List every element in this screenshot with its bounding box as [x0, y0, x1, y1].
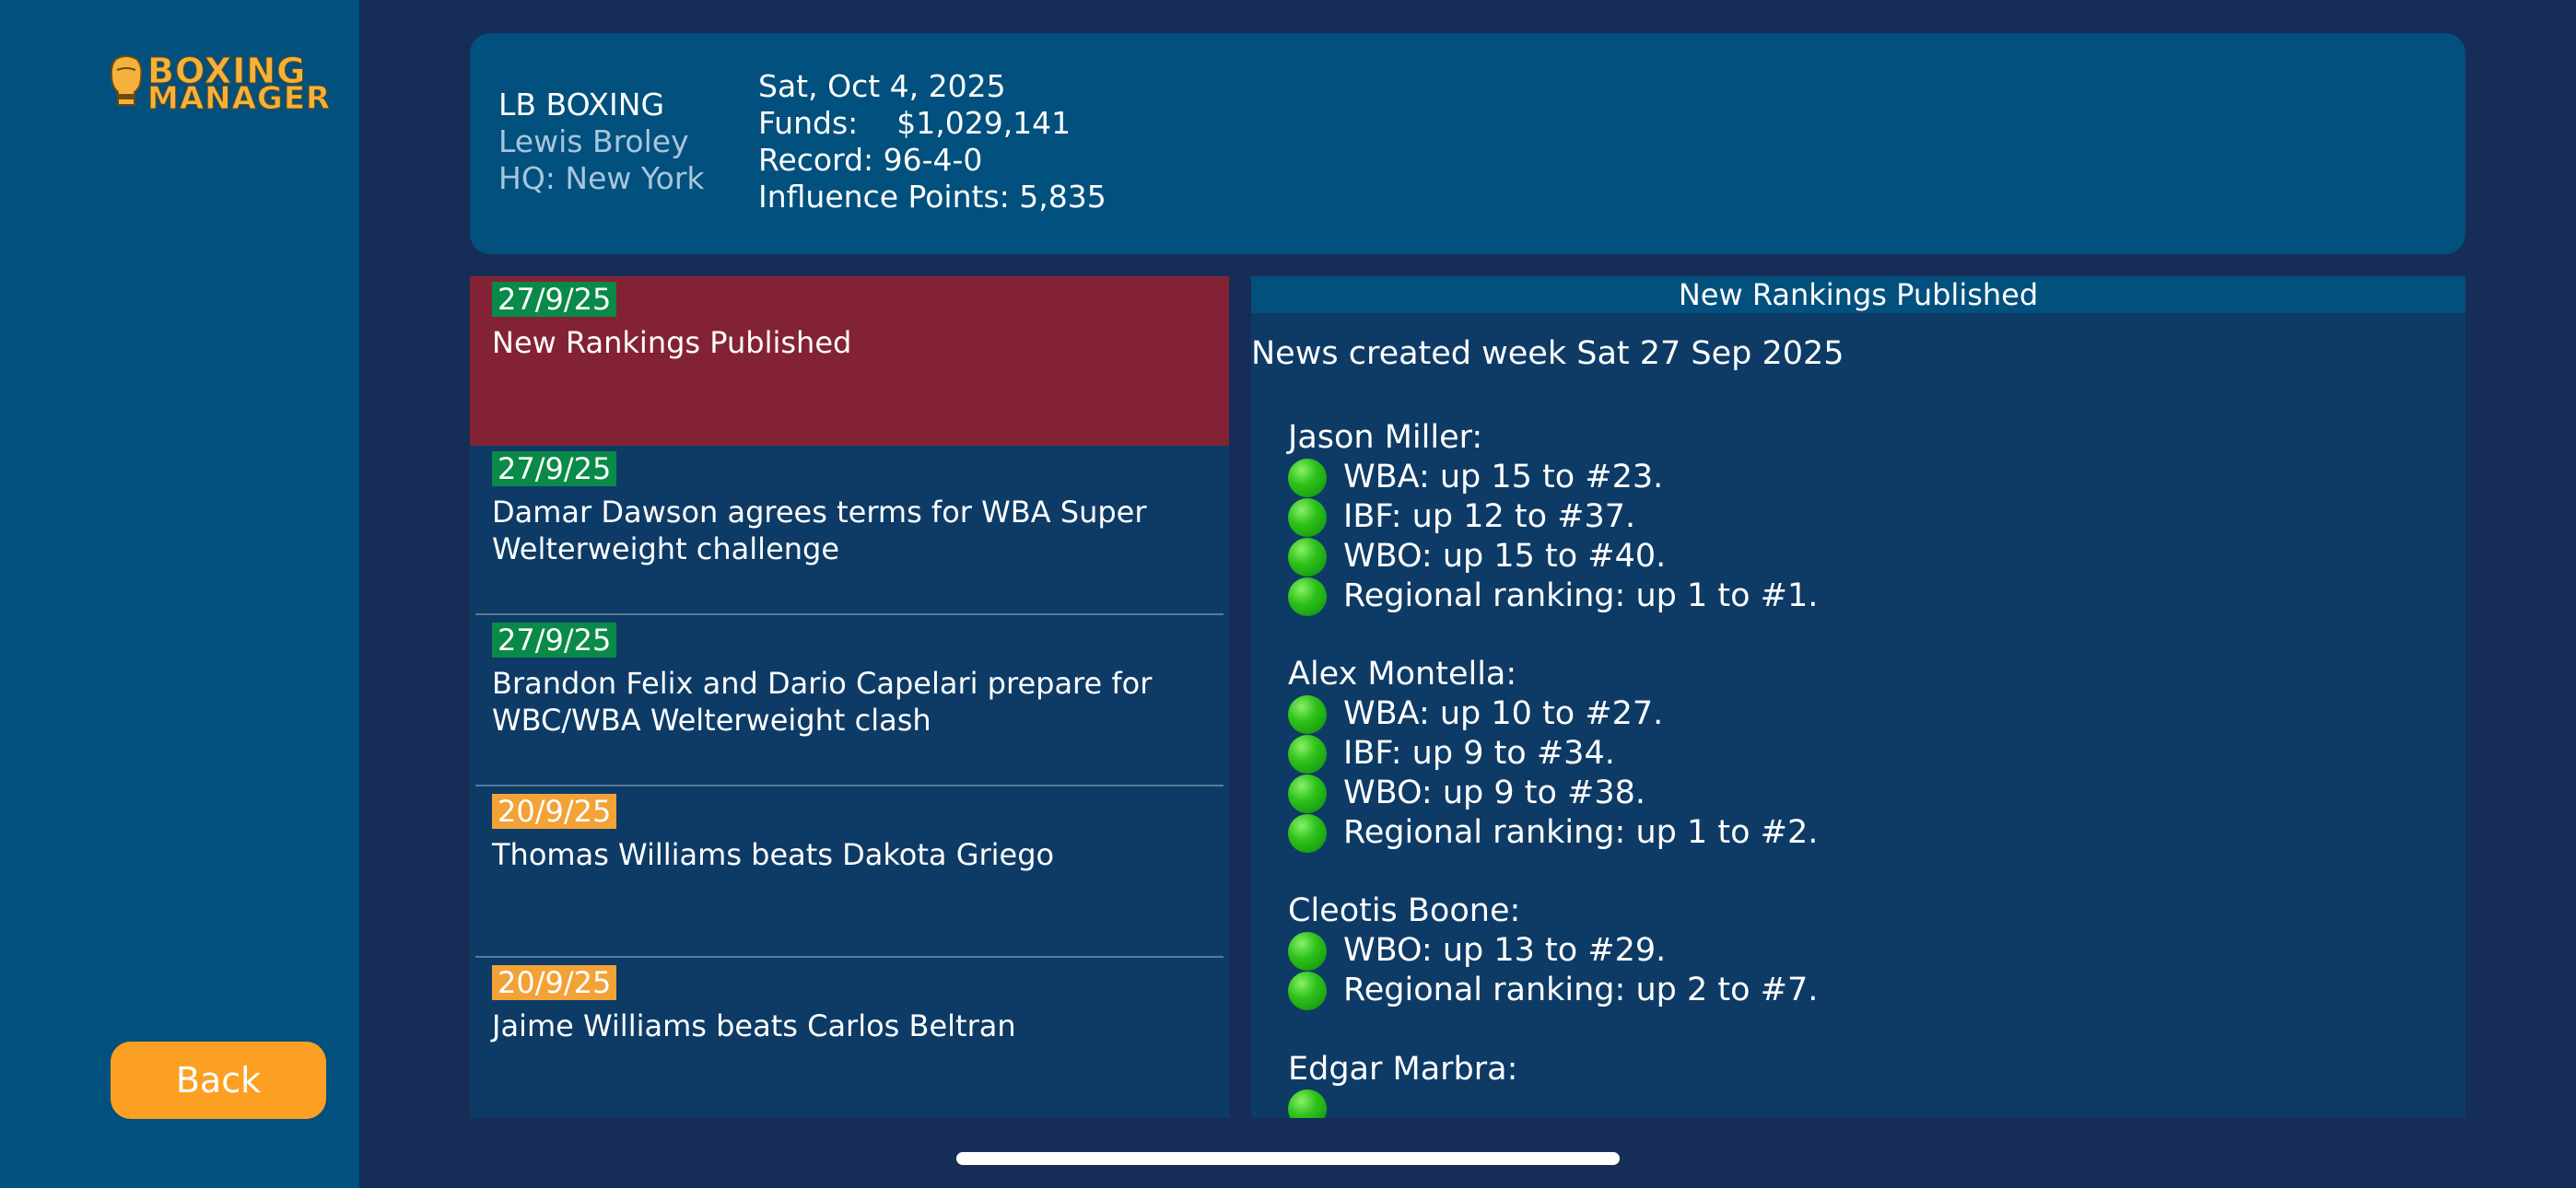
news-item[interactable]: 20/9/25 Thomas Williams beats Dakota Gri…	[470, 788, 1229, 958]
ranking-change: WBO: up 9 to #38.	[1288, 774, 2394, 813]
news-headline: Brandon Felix and Dario Capelari prepare…	[492, 666, 1153, 738]
news-date-badge: 27/9/25	[492, 451, 617, 486]
divider	[475, 956, 1224, 958]
ranking-change: WBO: up 13 to #29.	[1288, 931, 2394, 971]
fighter-name: Edgar Marbra:	[1288, 1051, 1518, 1088]
logo-text-boxing: BOXING	[146, 51, 307, 91]
ranking-change: WBA: up 10 to #27.	[1288, 694, 2394, 734]
company-header: LB BOXING Lewis Broley HQ: New York Sat,…	[470, 33, 2465, 254]
green-circle-icon	[1288, 577, 1327, 616]
fighter-ranking-block: Cleotis Boone: WBO: up 13 to #29. Region…	[1288, 891, 2394, 1010]
ranking-change: Regional ranking: up 1 to #1.	[1288, 577, 2394, 616]
home-indicator[interactable]	[956, 1152, 1620, 1165]
news-date-badge: 27/9/25	[492, 282, 617, 317]
fighter-name: Jason Miller:	[1288, 419, 1483, 456]
detail-created-date: News created week Sat 27 Sep 2025	[1251, 335, 1844, 372]
news-date-badge: 20/9/25	[492, 965, 617, 1000]
news-detail-panel[interactable]: New Rankings Published News created week…	[1251, 276, 2465, 1118]
news-date-badge: 20/9/25	[492, 794, 617, 829]
detail-title: New Rankings Published	[1251, 276, 2465, 313]
ranking-change: WBA: up 15 to #23.	[1288, 458, 2394, 497]
news-date-badge: 27/9/25	[492, 623, 617, 658]
fighter-name: Cleotis Boone:	[1288, 892, 1521, 929]
fighter-ranking-block: Alex Montella: WBA: up 10 to #27. IBF: u…	[1288, 655, 2394, 853]
ranking-change: WBO: up 15 to #40.	[1288, 537, 2394, 577]
news-item[interactable]: 27/9/25 Damar Dawson agrees terms for WB…	[470, 446, 1229, 615]
green-circle-icon	[1288, 694, 1327, 734]
current-date: Sat, Oct 4, 2025	[758, 68, 1006, 104]
company-name: LB BOXING	[498, 87, 665, 122]
green-circle-icon	[1288, 1089, 1327, 1118]
green-circle-icon	[1288, 931, 1327, 971]
owner-name: Lewis Broley	[498, 123, 689, 159]
green-circle-icon	[1288, 813, 1327, 853]
green-circle-icon	[1288, 971, 1327, 1010]
news-headline: Damar Dawson agrees terms for WBA Super …	[492, 495, 1147, 566]
ranking-change: Regional ranking: up 2 to #7.	[1288, 971, 2394, 1010]
news-item[interactable]: 27/9/25 New Rankings Published	[470, 276, 1229, 446]
hq-location: HQ: New York	[498, 160, 705, 196]
funds: Funds: $1,029,141	[758, 105, 1071, 141]
ranking-change	[1288, 1089, 2394, 1118]
divider	[475, 785, 1224, 786]
green-circle-icon	[1288, 537, 1327, 577]
ranking-change: IBF: up 12 to #37.	[1288, 497, 2394, 537]
green-circle-icon	[1288, 774, 1327, 813]
green-circle-icon	[1288, 497, 1327, 537]
ranking-change: IBF: up 9 to #34.	[1288, 734, 2394, 774]
news-item[interactable]: 27/9/25 Brandon Felix and Dario Capelari…	[470, 617, 1229, 786]
fighter-ranking-block: Edgar Marbra:	[1288, 1050, 2394, 1118]
sidebar: BOXING MANAGER Back	[0, 0, 359, 1188]
fighter-ranking-block: Jason Miller: WBA: up 15 to #23. IBF: up…	[1288, 418, 2394, 616]
news-item[interactable]: 20/9/25 Jaime Williams beats Carlos Belt…	[470, 960, 1229, 1118]
news-headline: Jaime Williams beats Carlos Beltran	[492, 1008, 1016, 1043]
news-list: 27/9/25 New Rankings Published 27/9/25 D…	[470, 276, 1229, 1118]
ranking-change: Regional ranking: up 1 to #2.	[1288, 813, 2394, 853]
fighter-name: Alex Montella:	[1288, 656, 1517, 693]
back-button[interactable]: Back	[111, 1042, 326, 1119]
influence-points: Influence Points: 5,835	[758, 179, 1107, 215]
green-circle-icon	[1288, 458, 1327, 497]
boxing-glove-icon	[110, 55, 143, 106]
green-circle-icon	[1288, 734, 1327, 774]
divider	[475, 613, 1224, 615]
record: Record: 96-4-0	[758, 142, 983, 178]
news-headline: Thomas Williams beats Dakota Griego	[492, 837, 1055, 872]
boxing-manager-logo: BOXING MANAGER	[109, 51, 332, 117]
logo-text-manager: MANAGER	[146, 80, 332, 117]
news-headline: New Rankings Published	[492, 325, 852, 360]
